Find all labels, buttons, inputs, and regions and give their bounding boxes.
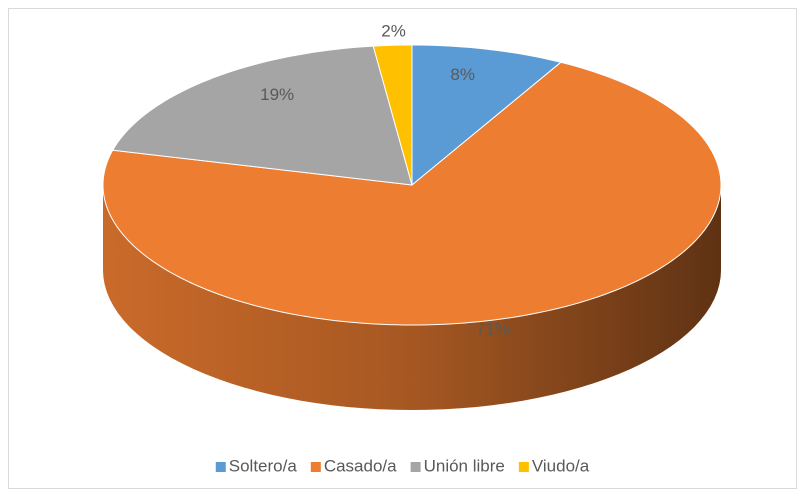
data-label: 8% <box>450 65 475 84</box>
slice-side-shade <box>103 185 721 410</box>
legend-swatch <box>518 462 529 472</box>
legend-label: Unión libre <box>424 456 505 475</box>
data-label: 2% <box>381 22 406 41</box>
slice <box>102 61 722 326</box>
slice <box>111 45 413 186</box>
legend-label: Viudo/a <box>532 456 590 475</box>
legend-swatch <box>310 462 321 472</box>
slice <box>411 44 562 187</box>
data-label: 19% <box>260 85 294 104</box>
legend-label: Soltero/a <box>229 456 298 475</box>
legend-swatch <box>215 462 226 472</box>
legend-swatch <box>410 462 421 472</box>
data-label: 71% <box>476 319 510 338</box>
legend-label: Casado/a <box>324 456 397 475</box>
slice <box>372 44 413 186</box>
